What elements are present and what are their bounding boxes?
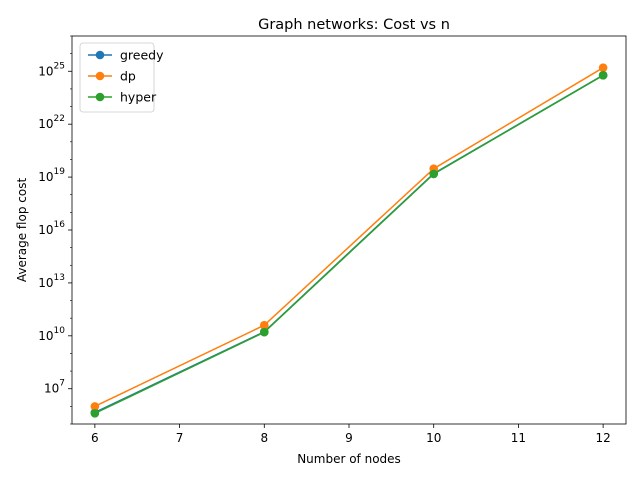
data-point-dp [259,320,269,330]
chart-title: Graph networks: Cost vs n [258,17,450,33]
x-tick-label: 8 [260,431,268,445]
series-hyper [90,71,608,418]
legend-item-dp: dp [88,69,136,84]
x-tick-label: 10 [426,431,441,445]
y-tick-label: 1013 [38,273,65,290]
plot-area [72,36,626,424]
series-dp [90,63,608,411]
data-point-hyper [429,169,439,179]
y-tick-label: 1019 [38,167,65,184]
legend: greedy dp hyper [79,42,164,113]
series-line-hyper [94,74,604,415]
x-tick-label: 6 [91,431,99,445]
data-point-dp [90,402,100,411]
y-tick-label: 1016 [38,220,65,237]
x-axis-ticks: 6 7 8 9 10 11 12 [91,424,611,445]
plot-frame [71,35,627,425]
legend-label: greedy [120,48,164,63]
data-point-hyper [598,71,608,80]
data-point-hyper [259,327,269,337]
y-tick-label: 1010 [38,326,65,343]
y-axis-ticks: 107 1010 1013 1016 1019 1022 1025 [38,35,72,425]
legend-marker [95,92,105,102]
legend-label: dp [120,69,136,84]
legend-marker [95,71,105,81]
legend-item-greedy: greedy [88,48,164,63]
series-line-dp [94,67,604,408]
legend-label: hyper [120,90,157,105]
x-tick-label: 7 [176,431,184,445]
y-axis-label: Average flop cost [15,178,29,283]
data-point-dp [598,63,608,72]
y-tick-label: 1022 [38,114,65,131]
y-tick-label: 1025 [38,61,65,78]
data-point-hyper [90,409,100,418]
legend-item-hyper: hyper [88,90,157,105]
x-axis-label: Number of nodes [297,452,401,466]
series-layer [90,63,608,418]
legend-marker [95,50,105,60]
x-tick-label: 9 [345,431,353,445]
y-tick-label: 107 [44,379,65,396]
x-tick-label: 12 [595,431,610,445]
x-tick-label: 11 [511,431,526,445]
